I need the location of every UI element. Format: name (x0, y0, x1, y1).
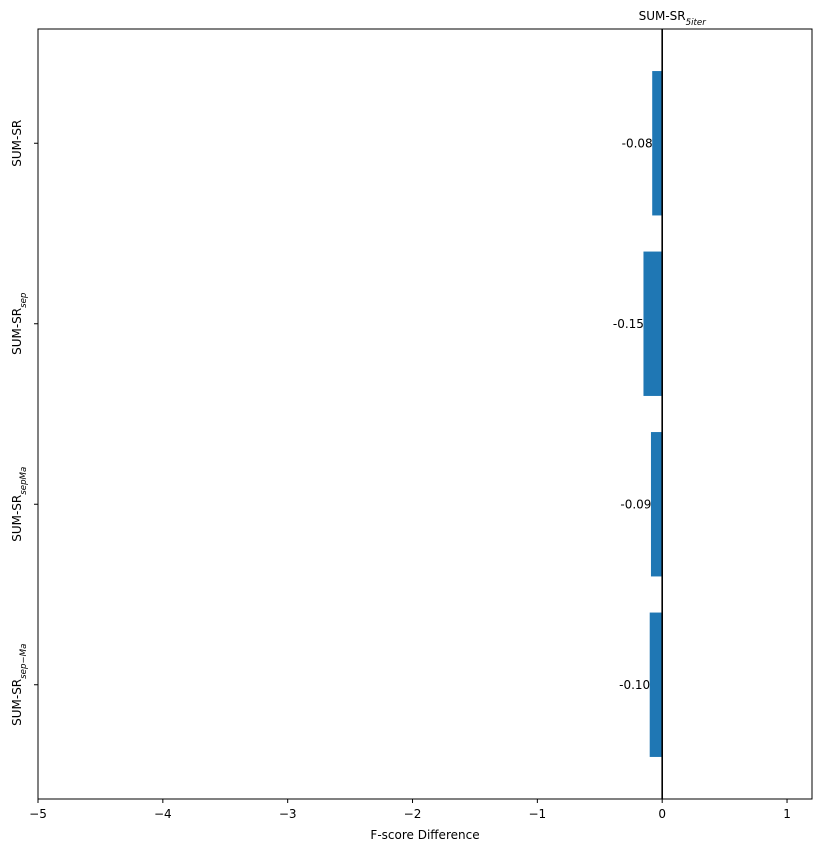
bar-2 (643, 251, 663, 396)
x-tick-label: −5 (29, 807, 47, 821)
y-tick-label-1: SUM-SR (10, 120, 24, 167)
value-label-3: -0.09 (620, 497, 651, 511)
bars (643, 71, 663, 757)
bar-1 (652, 71, 663, 216)
x-tick-label: −4 (154, 807, 172, 821)
x-tick-label: 1 (783, 807, 791, 821)
y-tick-label-4: SUM-SRsep−Ma (10, 644, 29, 726)
y-tick-label-2: SUM-SRsep (10, 292, 29, 355)
value-label-4: -0.10 (619, 678, 650, 692)
chart-title: SUM-SR5iter (639, 9, 707, 28)
value-labels: -0.08 -0.15 -0.09 -0.10 (613, 136, 653, 692)
y-axis: SUM-SR SUM-SRsep SUM-SRsepMa SUM-SRsep−Ma (10, 120, 38, 726)
value-label-1: -0.08 (622, 136, 653, 150)
plot-area-frame (37, 28, 813, 800)
x-tick-label: −3 (279, 807, 297, 821)
x-axis-label: F-score Difference (370, 828, 479, 842)
value-label-2: -0.15 (613, 317, 644, 331)
bar-3 (650, 432, 663, 577)
y-tick-label-3: SUM-SRsepMa (10, 467, 29, 542)
x-tick-label: −2 (404, 807, 422, 821)
x-tick-label: 0 (658, 807, 666, 821)
x-tick-label: −1 (529, 807, 547, 821)
x-axis: −5 −4 −3 −2 −1 0 1 (29, 799, 791, 821)
bar-4 (649, 612, 663, 757)
